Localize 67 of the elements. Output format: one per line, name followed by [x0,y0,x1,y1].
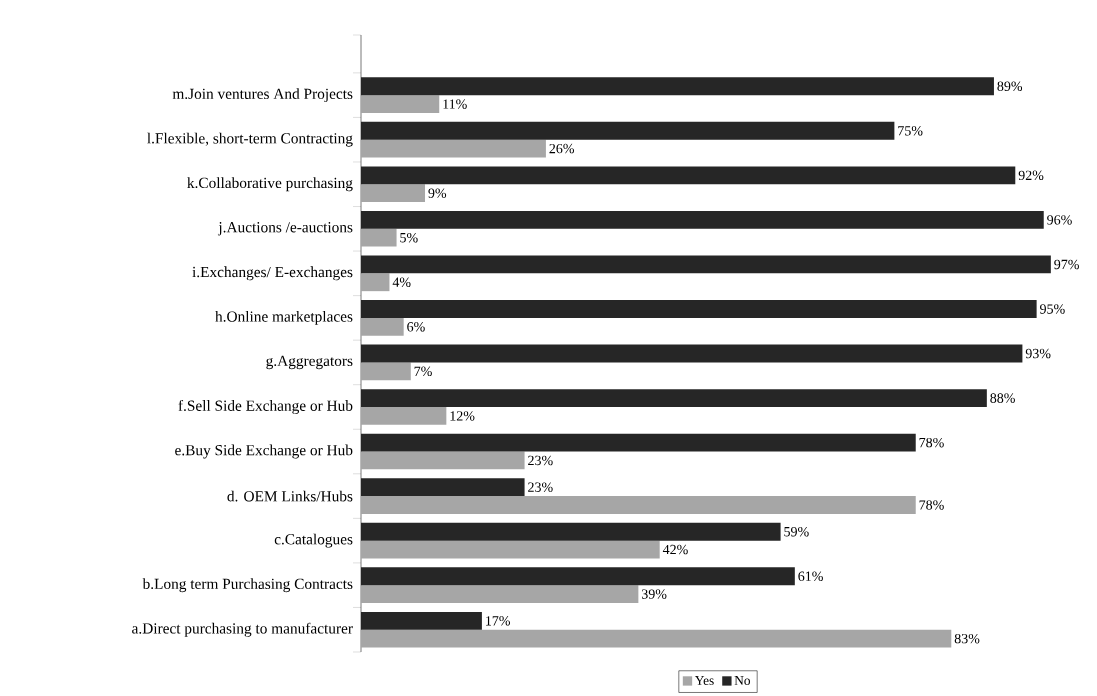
data-label: 89% [997,81,1023,91]
data-label: 75% [898,126,923,136]
bar [361,121,895,140]
data-label: 26% [549,143,575,154]
data-label: 59% [784,526,809,537]
bar [361,611,482,630]
bar [361,362,411,381]
data-label: 7% [414,366,432,377]
legend-label: Yes [694,676,714,685]
y-tick-label: e.Buy Side Exchange or Hub [175,444,353,459]
data-label: 23% [528,482,553,492]
bar [361,228,397,247]
y-tick-label: c.Catalogues [274,533,353,548]
bar [361,95,440,113]
data-label: 23% [528,455,553,466]
data-label: 97% [1054,259,1079,270]
y-tick-label: i.Exchanges/ E-exchanges [192,266,353,281]
bar [361,184,426,203]
bar [361,585,639,603]
data-label: 5% [400,232,418,243]
bar [361,451,525,470]
data-label: 96% [1047,215,1072,225]
data-label: 78% [919,437,944,448]
y-tick-label: b.Long term Purchasing Contracts [142,578,353,593]
y-tick-label: m.Join ventures And Projects [172,88,353,103]
bar [361,522,781,541]
y-tick-label: k.Collaborative purchasing [187,177,353,192]
data-label: 9% [428,188,447,198]
bar [361,389,987,407]
data-label: 12% [450,411,475,421]
y-tick-label: l.Flexible, short-term Contracting [147,132,353,147]
y-tick-label: f.Sell Side Exchange or Hub [178,399,353,415]
data-label: 17% [486,616,510,626]
data-label: 95% [1040,304,1065,314]
bar [361,273,390,292]
y-tick-label: j.Auctions /e-auctions [217,222,353,236]
data-label: 83% [954,633,980,644]
data-label: 6% [407,322,425,332]
bar [361,300,1037,318]
bar [361,540,660,559]
bar [361,433,916,452]
bar [361,344,1023,363]
y-tick-label: g.Aggregators [266,355,353,370]
data-label: 61% [798,571,823,582]
data-label: 39% [641,589,667,599]
y-tick-label: a.Direct purchasing to manufacturer [132,622,353,637]
data-label: 11% [443,99,467,109]
bar [361,210,1044,229]
bar [361,496,916,514]
bar [361,77,994,96]
bar [361,255,1051,274]
bar [361,478,525,497]
data-label: 88% [990,393,1015,403]
bar [361,166,1016,185]
legend-label: No [734,676,751,685]
data-label: 92% [1018,170,1044,181]
bar [361,629,952,648]
data-label: 4% [392,277,411,287]
bar [361,567,795,586]
y-tick-label: d. OEM Links/Hubs [227,490,353,502]
bar [361,406,447,425]
data-label: 42% [662,544,688,555]
data-label: 78% [919,500,944,510]
data-label: 93% [1025,348,1051,359]
bar [361,317,404,336]
bar [361,139,546,158]
y-tick-label: h.Online marketplaces [215,310,353,325]
